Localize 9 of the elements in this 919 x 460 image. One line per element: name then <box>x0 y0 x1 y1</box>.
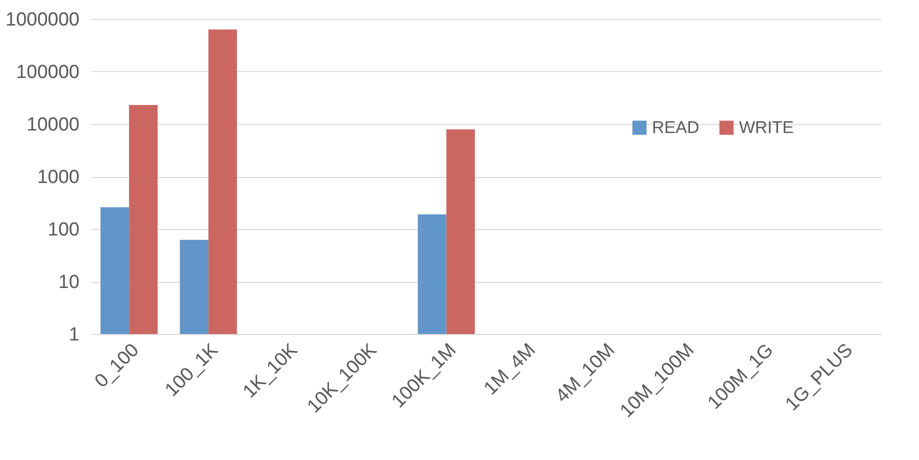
y-tick-label: 1000 <box>37 167 80 188</box>
y-tick-label: 10 <box>58 272 80 293</box>
legend-label: WRITE <box>739 118 794 137</box>
y-tick-label: 1 <box>68 324 80 346</box>
y-tick-label: 10000 <box>26 114 80 136</box>
y-tick-label: 100 <box>48 220 80 240</box>
legend-label: READ <box>652 118 700 137</box>
y-tick-label: 1000000 <box>6 10 80 30</box>
y-tick-label: 100000 <box>16 62 80 83</box>
